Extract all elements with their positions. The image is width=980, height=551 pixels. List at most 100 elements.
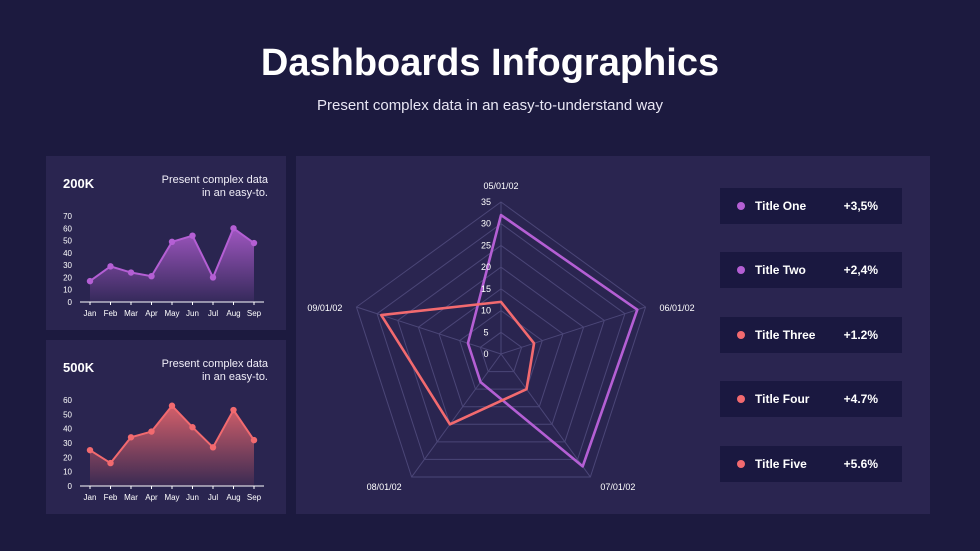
radar-tick-label: 20 — [481, 262, 491, 272]
radar-spoke — [356, 306, 502, 355]
x-tick-label: Sep — [247, 493, 262, 502]
y-tick-label: 40 — [63, 249, 72, 258]
data-point — [250, 239, 258, 247]
radar-tick-label: 30 — [481, 219, 491, 229]
y-tick-label: 20 — [63, 453, 72, 462]
data-point — [230, 406, 237, 414]
radar-grid-ring — [355, 201, 647, 478]
legend-value-4: +4.7% — [843, 392, 878, 406]
radar-tick-label: 35 — [481, 197, 491, 207]
radar-tick-label: 15 — [481, 284, 491, 294]
radar-panel: 0 5 10 15 20 25 30 35 05/01/02 06/01/02 07/01/02 08… — [296, 156, 930, 514]
x-tick-label: May — [164, 493, 179, 502]
legend-name-1: Title One — [755, 199, 807, 213]
x-tick-label: Jun — [186, 309, 199, 318]
legend-dot-1 — [737, 202, 745, 210]
legend-item-5: Title Five +5.6% — [720, 446, 902, 482]
x-tick-label: Aug — [226, 493, 240, 502]
x-tick-label: Aug — [226, 309, 240, 318]
panel-description-1: Present complex data in an easy-to. — [128, 174, 268, 200]
legend-dot-2 — [737, 266, 745, 274]
legend-item-3: Title Three +1.2% — [720, 317, 902, 353]
radar-axis-label: 05/01/02 — [483, 181, 518, 191]
area-chart-2: 0 10 20 30 40 50 60 Jan Feb Mar Apr May Jun Jul Aug Sep — [63, 396, 264, 502]
x-tick-label: Feb — [104, 493, 118, 502]
radar-spoke — [500, 306, 646, 355]
x-tick-label: Sep — [247, 309, 262, 318]
y-tick-label: 70 — [63, 212, 72, 221]
panel-description-1-line1: Present complex data — [161, 174, 268, 186]
radar-series-1 — [466, 213, 639, 468]
radar-tick-label: 25 — [481, 240, 491, 250]
data-point — [168, 238, 176, 245]
area-fill — [90, 228, 254, 302]
legend-value-1: +3,5% — [843, 199, 878, 213]
data-point — [148, 428, 155, 435]
legend-value-3: +1.2% — [843, 328, 878, 342]
radar-spoke — [500, 353, 591, 478]
area-chart-panel-1: 200K Present complex data in an easy-to.… — [46, 156, 286, 330]
x-tick-label: Feb — [104, 309, 118, 318]
y-tick-label: 50 — [63, 410, 72, 419]
x-tick-label: Apr — [145, 493, 158, 502]
legend-name-4: Title Four — [755, 392, 810, 406]
x-tick-label: Mar — [124, 493, 138, 502]
data-point — [189, 232, 196, 239]
data-point — [209, 274, 217, 281]
legend-dot-4 — [737, 395, 745, 403]
y-tick-label: 60 — [63, 224, 72, 233]
radar-grid-ring — [376, 223, 626, 460]
data-point — [209, 444, 217, 451]
legend-value-2: +2,4% — [843, 263, 878, 277]
page-title: Dashboards Infographics — [260, 42, 720, 84]
legend-item-4: Title Four +4.7% — [720, 381, 902, 417]
panel-value-1: 200K — [63, 176, 95, 191]
data-point — [148, 273, 155, 280]
x-tick-label: Apr — [145, 309, 158, 318]
data-point — [168, 402, 176, 409]
radar-tick-label: 5 — [483, 327, 488, 337]
data-point — [189, 424, 196, 431]
x-tick-label: Jun — [186, 493, 199, 502]
radar-grid-ring — [417, 266, 585, 425]
legend-item-2: Title Two +2,4% — [720, 252, 902, 288]
panel-value-2: 500K — [63, 360, 95, 375]
radar-tick-label: 0 — [483, 349, 488, 359]
area-chart-panel-2: 500K Present complex data in an easy-to.… — [46, 340, 286, 514]
data-point — [250, 436, 258, 444]
y-tick-label: 30 — [63, 261, 72, 270]
x-tick-label: Jan — [84, 493, 97, 502]
x-tick-label: Jul — [208, 493, 218, 502]
data-point — [107, 263, 114, 270]
panel-description-2: Present complex data in an easy-to. — [128, 358, 268, 384]
data-point — [86, 277, 94, 285]
legend-dot-3 — [737, 331, 745, 339]
y-tick-label: 0 — [68, 482, 73, 491]
legend-item-1: Title One +3,5% — [720, 188, 902, 224]
radar-grid-ring — [459, 309, 543, 390]
data-point — [86, 446, 94, 454]
y-tick-label: 10 — [63, 286, 72, 295]
page-subtitle: Present complex data in an easy-to-under… — [316, 97, 664, 114]
panel-description-2-line1: Present complex data — [161, 358, 268, 370]
panel-description-1-line2: in an easy-to. — [201, 187, 268, 199]
legend-dot-5 — [737, 460, 745, 468]
y-tick-label: 40 — [63, 425, 72, 434]
y-tick-label: 50 — [63, 237, 72, 246]
radar-tick-label: 10 — [481, 306, 491, 316]
y-tick-label: 10 — [63, 468, 72, 477]
area-fill — [90, 405, 254, 486]
data-point — [230, 225, 237, 232]
panel-description-2-line2: in an easy-to. — [201, 371, 268, 383]
radar-grid-ring — [438, 288, 564, 408]
y-tick-label: 60 — [63, 396, 72, 405]
y-tick-label: 20 — [63, 273, 72, 282]
x-tick-label: Mar — [124, 309, 138, 318]
legend-name-2: Title Two — [755, 263, 806, 277]
data-point — [107, 459, 114, 467]
radar-grid-ring — [397, 244, 605, 443]
x-tick-label: Jul — [208, 309, 218, 318]
x-tick-label: May — [164, 309, 179, 318]
area-chart-1: 0 10 20 30 40 50 60 70 Jan Feb Mar Apr May Jun Jul Aug S… — [63, 212, 264, 318]
legend-name-5: Title Five — [755, 457, 807, 471]
